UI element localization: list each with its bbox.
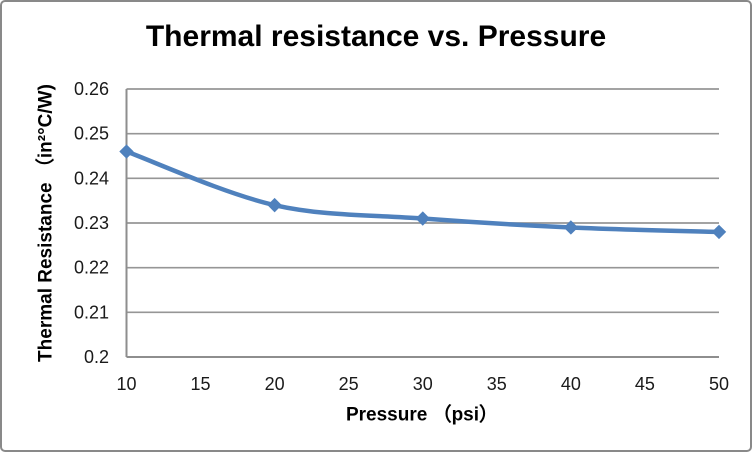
y-tick-label: 0.24	[74, 168, 109, 188]
y-axis-title: Thermal Resistance （in²°C/W)	[35, 84, 57, 362]
x-tick-label: 45	[635, 374, 655, 394]
x-tick-label: 35	[487, 374, 507, 394]
y-tick-label: 0.25	[74, 124, 109, 144]
data-point-marker	[563, 220, 579, 235]
x-axis-title: Pressure （psi）	[345, 404, 499, 426]
x-tick-label: 50	[709, 374, 729, 394]
x-tick-label: 15	[191, 374, 211, 394]
data-point-marker	[711, 224, 727, 240]
y-tick-label: 0.23	[74, 213, 109, 233]
x-tick-label: 10	[116, 374, 136, 394]
data-point-marker	[415, 211, 430, 226]
y-tick-label: 0.21	[74, 302, 109, 322]
data-point-marker	[267, 197, 282, 213]
x-tick-label: 25	[339, 374, 359, 394]
y-tick-label: 0.2	[84, 347, 109, 367]
chart-title: Thermal resistance vs. Pressure	[145, 20, 607, 53]
data-point-marker	[119, 144, 134, 159]
y-tick-label: 0.22	[74, 258, 109, 278]
x-tick-label: 30	[413, 374, 433, 394]
x-tick-label: 20	[265, 374, 285, 394]
y-tick-label: 0.26	[74, 79, 109, 99]
x-tick-label: 40	[561, 374, 581, 394]
